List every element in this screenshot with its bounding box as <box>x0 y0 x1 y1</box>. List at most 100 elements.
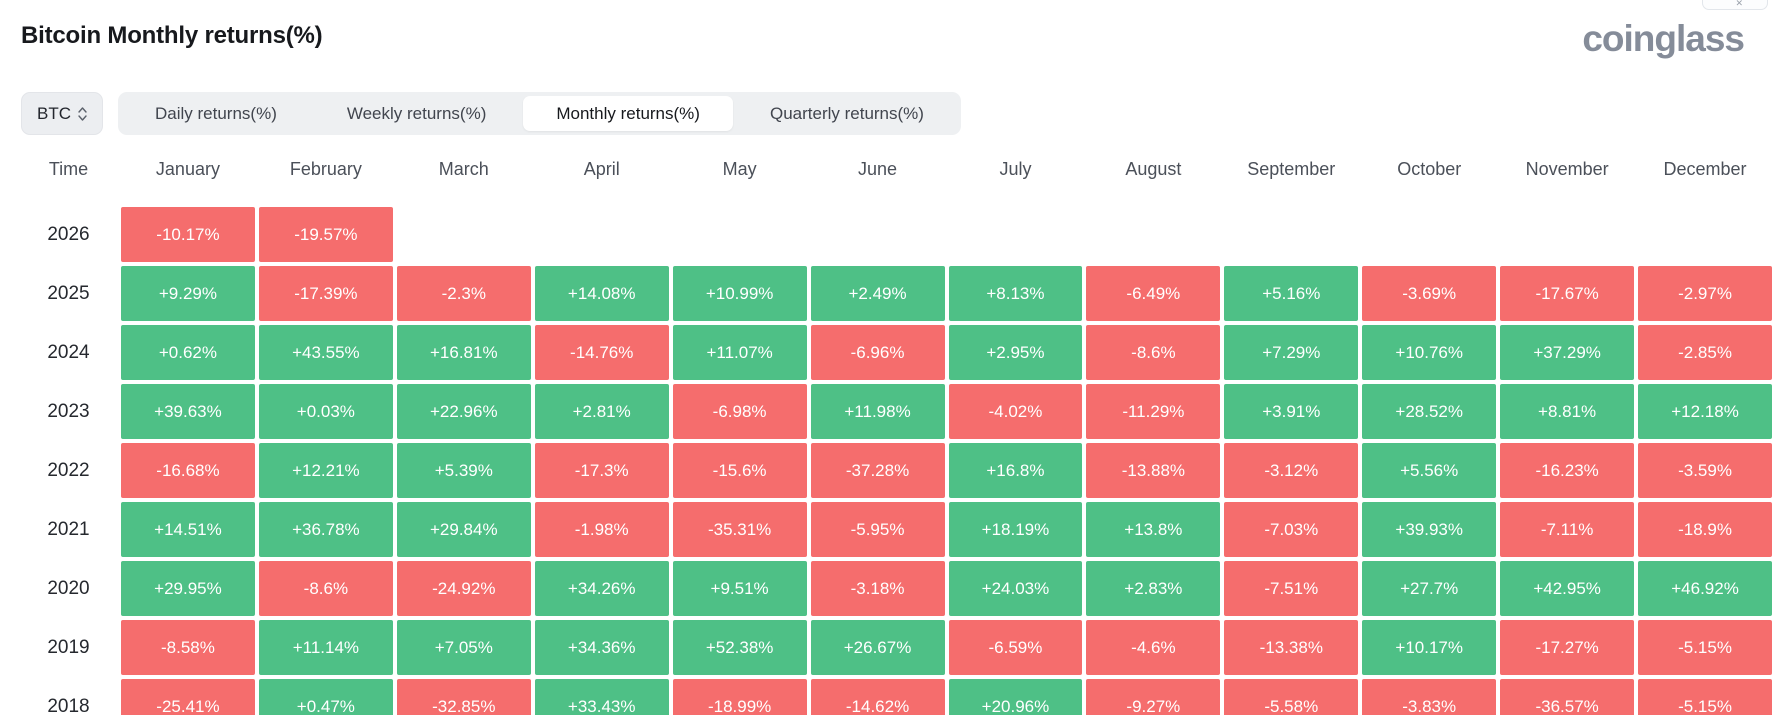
return-cell: -35.31% <box>672 502 807 557</box>
return-cell: -2.97% <box>1638 266 1772 321</box>
return-cell: +2.49% <box>810 266 945 321</box>
year-label: 2023 <box>47 400 90 422</box>
tab-daily-returns[interactable]: Daily returns(%) <box>122 96 310 131</box>
year-label: 2026 <box>47 223 90 245</box>
return-cell: +26.67% <box>810 620 945 675</box>
return-cell: +0.03% <box>258 384 393 439</box>
year-label: 2020 <box>47 577 90 599</box>
month-column-header: September <box>1247 158 1336 179</box>
dismissed-dialog-fragment[interactable]: ✕ <box>1702 0 1768 10</box>
return-cell: +7.29% <box>1224 325 1359 380</box>
page-title: Bitcoin Monthly returns(%) <box>21 22 323 49</box>
close-icon[interactable]: ✕ <box>1735 0 1743 8</box>
month-column-header: April <box>583 158 620 179</box>
year-label: 2019 <box>47 636 90 658</box>
return-cell: +10.99% <box>672 266 807 321</box>
return-cell: +2.83% <box>1086 561 1221 616</box>
return-cell: +10.76% <box>1362 325 1497 380</box>
month-column-header: January <box>155 158 220 179</box>
return-cell: -3.12% <box>1224 443 1359 498</box>
return-cell: +2.81% <box>534 384 669 439</box>
return-cell: +42.95% <box>1500 561 1635 616</box>
return-cell: +34.26% <box>534 561 669 616</box>
month-column-header: February <box>289 158 362 179</box>
tab-monthly-returns[interactable]: Monthly returns(%) <box>523 96 733 131</box>
return-cell: -25.41% <box>121 679 255 715</box>
return-cell: -8.6% <box>1086 325 1221 380</box>
return-cell: -3.69% <box>1362 266 1497 321</box>
return-cell: -17.27% <box>1500 620 1635 675</box>
month-column-header: August <box>1125 158 1182 179</box>
return-cell: +0.47% <box>258 679 393 715</box>
return-cell: +12.18% <box>1638 384 1772 439</box>
empty-cell <box>535 207 669 262</box>
return-cell: -7.51% <box>1224 561 1359 616</box>
controls-bar: BTC Daily returns(%) Weekly returns(%) Mon… <box>21 92 961 135</box>
return-cell: +12.21% <box>258 443 393 498</box>
return-cell: +9.29% <box>121 266 255 321</box>
sort-arrows-icon <box>78 106 87 121</box>
return-cell: +16.8% <box>948 443 1083 498</box>
year-label: 2022 <box>47 459 90 481</box>
return-cell: +14.51% <box>121 502 255 557</box>
return-cell: -4.6% <box>1086 620 1221 675</box>
return-cell: +34.36% <box>534 620 669 675</box>
return-cell: -14.76% <box>534 325 669 380</box>
return-cell: -15.6% <box>672 443 807 498</box>
return-cell: +14.08% <box>534 266 669 321</box>
return-cell: +3.91% <box>1224 384 1359 439</box>
return-cell: +2.95% <box>948 325 1083 380</box>
return-cell: +8.13% <box>948 266 1083 321</box>
empty-cell <box>397 207 531 262</box>
return-cell: -8.6% <box>258 561 393 616</box>
month-column-header: March <box>438 158 489 179</box>
return-cell: +29.95% <box>121 561 255 616</box>
month-column-header: December <box>1663 158 1747 179</box>
return-cell: -8.58% <box>121 620 255 675</box>
return-cell: -16.23% <box>1500 443 1635 498</box>
return-cell: +9.51% <box>672 561 807 616</box>
return-cell: -6.59% <box>948 620 1083 675</box>
return-cell: -14.62% <box>810 679 945 715</box>
return-cell: -18.99% <box>672 679 807 715</box>
return-cell: +36.78% <box>258 502 393 557</box>
return-cell: -16.68% <box>121 443 255 498</box>
return-cell: +52.38% <box>672 620 807 675</box>
return-cell: +5.39% <box>396 443 531 498</box>
tab-quarterly-returns[interactable]: Quarterly returns(%) <box>737 96 957 131</box>
coinglass-logo: coinglass <box>1582 18 1745 59</box>
return-cell: +29.84% <box>396 502 531 557</box>
month-column-header: July <box>999 158 1032 179</box>
return-cell: +43.55% <box>258 325 393 380</box>
return-cell: +8.81% <box>1500 384 1635 439</box>
tab-weekly-returns[interactable]: Weekly returns(%) <box>314 96 520 131</box>
return-cell: -5.15% <box>1638 620 1772 675</box>
year-label: 2025 <box>47 282 90 304</box>
return-cell: +11.14% <box>258 620 393 675</box>
return-cell: +22.96% <box>396 384 531 439</box>
return-cell: +37.29% <box>1500 325 1635 380</box>
return-cell: -19.57% <box>258 207 393 262</box>
return-cell: -3.59% <box>1638 443 1772 498</box>
return-cell: +46.92% <box>1638 561 1772 616</box>
time-column-header: Time <box>48 158 89 179</box>
return-cell: -32.85% <box>396 679 531 715</box>
year-label: 2024 <box>47 341 90 363</box>
return-cell: -2.85% <box>1638 325 1772 380</box>
empty-cell <box>949 207 1083 262</box>
empty-cell <box>811 207 945 262</box>
empty-cell <box>673 207 807 262</box>
return-cell: -18.9% <box>1638 502 1772 557</box>
return-cell: +28.52% <box>1362 384 1497 439</box>
return-cell: +7.05% <box>396 620 531 675</box>
return-cell: -17.3% <box>534 443 669 498</box>
month-column-header: November <box>1525 158 1609 179</box>
return-cell: +24.03% <box>948 561 1083 616</box>
return-cell: -5.15% <box>1638 679 1772 715</box>
return-cell: -3.83% <box>1362 679 1497 715</box>
symbol-select[interactable]: BTC <box>21 92 103 135</box>
return-cell: -17.67% <box>1500 266 1635 321</box>
month-column-header: October <box>1397 158 1462 179</box>
return-cell: -13.88% <box>1086 443 1221 498</box>
